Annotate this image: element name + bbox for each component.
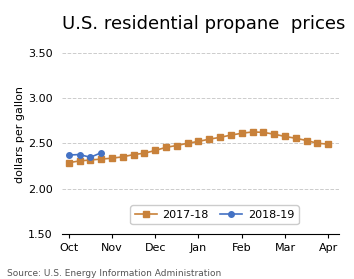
2018-19 <box>88 156 92 159</box>
2017-18 <box>261 131 266 134</box>
2018-19 <box>78 153 82 156</box>
2017-18 <box>229 133 233 137</box>
2017-18 <box>207 138 211 141</box>
2017-18 <box>142 151 147 155</box>
2017-18 <box>240 132 244 135</box>
2017-18 <box>153 149 157 152</box>
Line: 2018-19: 2018-19 <box>66 150 104 160</box>
2018-19 <box>67 153 71 157</box>
2017-18 <box>175 144 179 147</box>
2017-18 <box>110 157 114 160</box>
2017-18 <box>99 157 103 161</box>
Y-axis label: dollars per gallon: dollars per gallon <box>15 86 25 183</box>
Line: 2017-18: 2017-18 <box>66 129 331 165</box>
2017-18 <box>67 161 71 164</box>
Text: Source: U.S. Energy Information Administration: Source: U.S. Energy Information Administ… <box>7 269 221 278</box>
2017-18 <box>315 141 320 145</box>
Legend: 2017-18, 2018-19: 2017-18, 2018-19 <box>130 205 299 224</box>
2017-18 <box>304 139 309 142</box>
2017-18 <box>185 141 190 145</box>
2017-18 <box>131 153 136 156</box>
2018-19 <box>99 151 103 154</box>
2017-18 <box>196 140 201 143</box>
2017-18 <box>218 136 222 139</box>
2017-18 <box>250 130 255 134</box>
2017-18 <box>78 159 82 163</box>
2017-18 <box>283 135 287 138</box>
2017-18 <box>293 137 298 140</box>
2017-18 <box>164 146 168 149</box>
Text: U.S. residential propane  prices: U.S. residential propane prices <box>62 15 346 33</box>
2017-18 <box>272 133 276 136</box>
2017-18 <box>121 155 125 158</box>
2017-18 <box>326 143 330 146</box>
2017-18 <box>88 158 92 162</box>
